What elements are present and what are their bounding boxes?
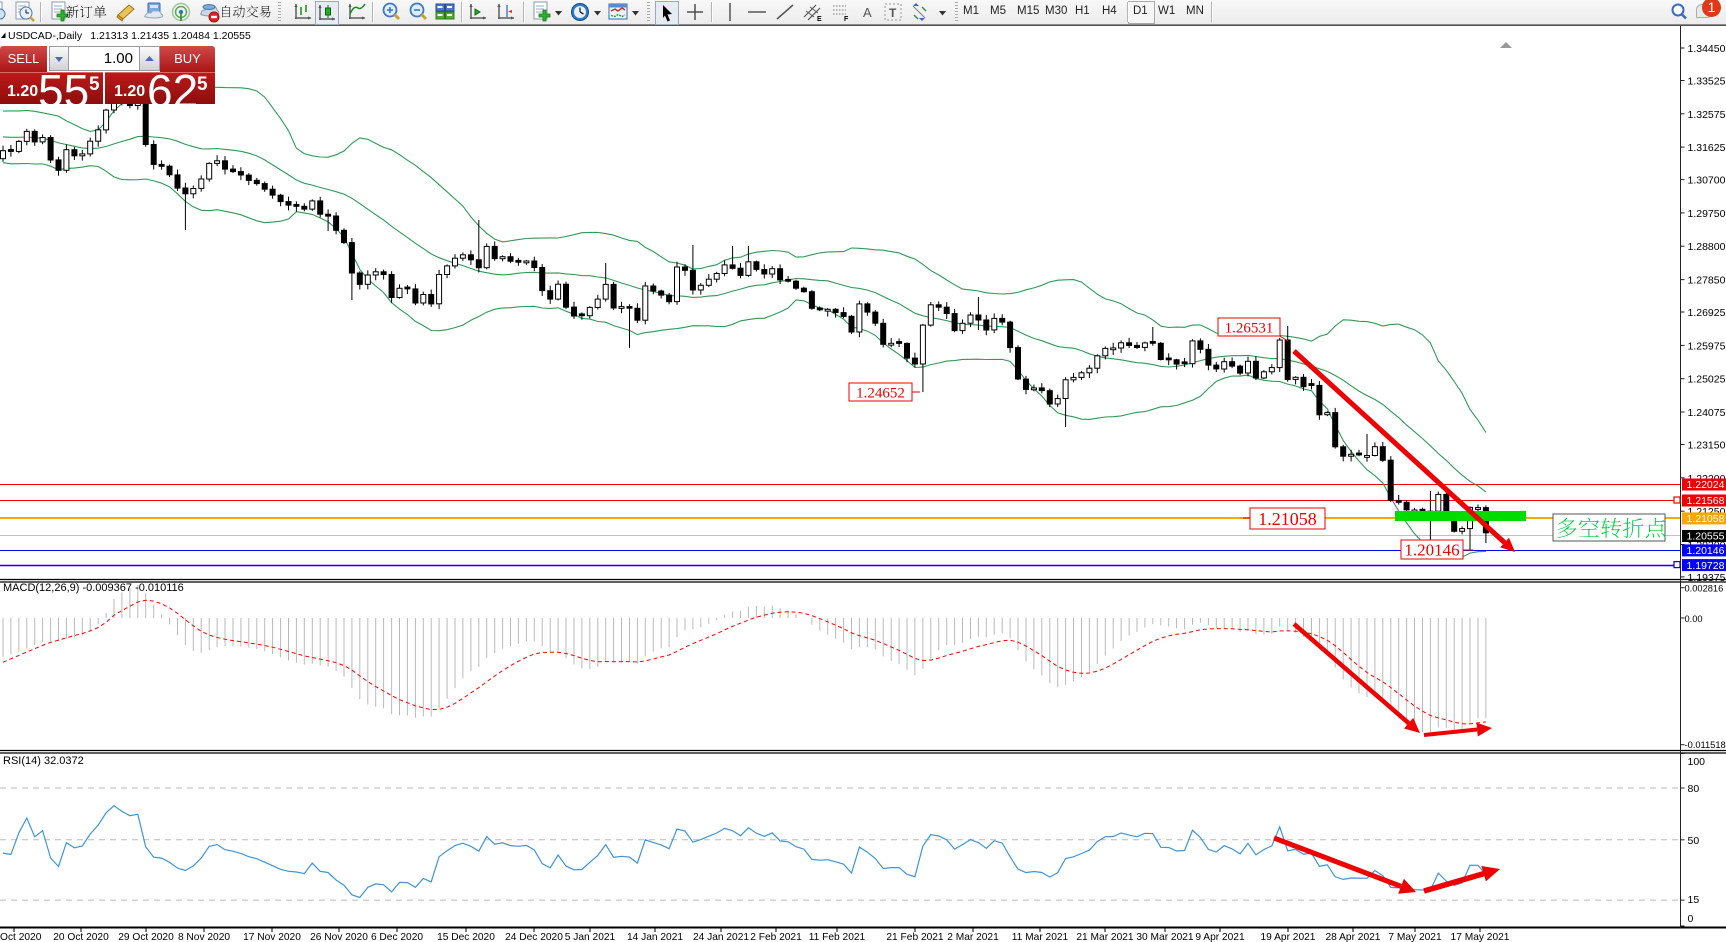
svg-text:1.29750: 1.29750 (1688, 208, 1726, 220)
svg-text:USDCAD-,Daily 1.21313 1.21435: USDCAD-,Daily 1.21313 1.21435 1.20484 1.… (8, 30, 251, 42)
svg-text:5 Jan 2021: 5 Jan 2021 (565, 932, 616, 942)
svg-text:20 Oct 2020: 20 Oct 2020 (53, 932, 109, 942)
svg-text:6 Dec 2020: 6 Dec 2020 (371, 932, 423, 942)
svg-text:2 Mar 2021: 2 Mar 2021 (947, 932, 999, 942)
svg-text:1.26925: 1.26925 (1688, 307, 1726, 319)
svg-text:1.24075: 1.24075 (1688, 407, 1726, 419)
svg-text:A: A (863, 5, 872, 20)
svg-text:100: 100 (1688, 756, 1706, 768)
svg-text:29 Oct 2020: 29 Oct 2020 (118, 932, 174, 942)
svg-text:E: E (817, 16, 822, 23)
svg-text:9 Apr 2021: 9 Apr 2021 (1195, 932, 1245, 942)
svg-text:1.19728: 1.19728 (1687, 560, 1725, 572)
svg-text:1.31625: 1.31625 (1688, 142, 1726, 154)
svg-text:-0.011518: -0.011518 (1685, 740, 1726, 750)
svg-text:26 Nov 2020: 26 Nov 2020 (310, 932, 368, 942)
svg-text:11 Oct 2020: 11 Oct 2020 (0, 932, 42, 942)
svg-text:2 Feb 2021: 2 Feb 2021 (750, 932, 802, 942)
svg-text:1.22024: 1.22024 (1687, 479, 1725, 491)
svg-text:1.21568: 1.21568 (1687, 495, 1725, 507)
svg-text:8 Nov 2020: 8 Nov 2020 (178, 932, 230, 942)
svg-text:MACD(12,26,9) -0.009367 -0.010: MACD(12,26,9) -0.009367 -0.010116 (3, 582, 184, 594)
svg-text:F: F (844, 16, 849, 23)
svg-text:1.19375: 1.19375 (1688, 572, 1726, 584)
svg-text:1.20146: 1.20146 (1687, 545, 1725, 557)
svg-text:7 May 2021: 7 May 2021 (1388, 932, 1442, 942)
svg-text:1.21058: 1.21058 (1687, 513, 1725, 525)
svg-text:80: 80 (1688, 783, 1700, 795)
svg-text:30 Mar 2021: 30 Mar 2021 (1136, 932, 1194, 942)
svg-text:19 Apr 2021: 19 Apr 2021 (1261, 932, 1316, 942)
svg-text:RSI(14) 32.0372: RSI(14) 32.0372 (3, 755, 84, 767)
svg-text:1.24652: 1.24652 (856, 385, 905, 401)
svg-text:0.00: 0.00 (1685, 614, 1703, 624)
svg-text:11 Feb 2021: 11 Feb 2021 (809, 932, 866, 942)
svg-text:21 Mar 2021: 21 Mar 2021 (1076, 932, 1134, 942)
svg-text:14 Jan 2021: 14 Jan 2021 (627, 932, 683, 942)
svg-text:1.21058: 1.21058 (1258, 509, 1317, 529)
svg-text:1.33525: 1.33525 (1688, 76, 1726, 88)
svg-text:1.20555: 1.20555 (1687, 531, 1725, 543)
svg-text:17 Nov 2020: 17 Nov 2020 (243, 932, 301, 942)
svg-text:50: 50 (1688, 835, 1700, 847)
svg-text:1.32575: 1.32575 (1688, 109, 1726, 121)
svg-text:1.23150: 1.23150 (1688, 440, 1726, 452)
svg-text:1.25975: 1.25975 (1688, 340, 1726, 352)
svg-text:1.27850: 1.27850 (1688, 275, 1726, 287)
svg-text:24 Dec 2020: 24 Dec 2020 (505, 932, 563, 942)
svg-text:11 Mar 2021: 11 Mar 2021 (1012, 932, 1069, 942)
svg-text:15 Dec 2020: 15 Dec 2020 (437, 932, 495, 942)
svg-text:28 Apr 2021: 28 Apr 2021 (1326, 932, 1381, 942)
svg-text:1.30700: 1.30700 (1688, 175, 1726, 187)
svg-text:1.26531: 1.26531 (1225, 320, 1274, 336)
svg-text:T: T (889, 6, 897, 20)
svg-text:15: 15 (1688, 894, 1700, 906)
svg-text:1.25025: 1.25025 (1688, 374, 1726, 386)
svg-text:17 May 2021: 17 May 2021 (1451, 932, 1510, 942)
svg-text:0.002816: 0.002816 (1685, 584, 1724, 594)
svg-text:1.20146: 1.20146 (1404, 541, 1459, 560)
svg-text:1.34450: 1.34450 (1688, 43, 1726, 55)
svg-text:24 Jan 2021: 24 Jan 2021 (693, 932, 749, 942)
svg-text:21 Feb 2021: 21 Feb 2021 (886, 932, 944, 942)
svg-text:0: 0 (1688, 913, 1694, 925)
svg-text:1.28800: 1.28800 (1688, 241, 1726, 253)
